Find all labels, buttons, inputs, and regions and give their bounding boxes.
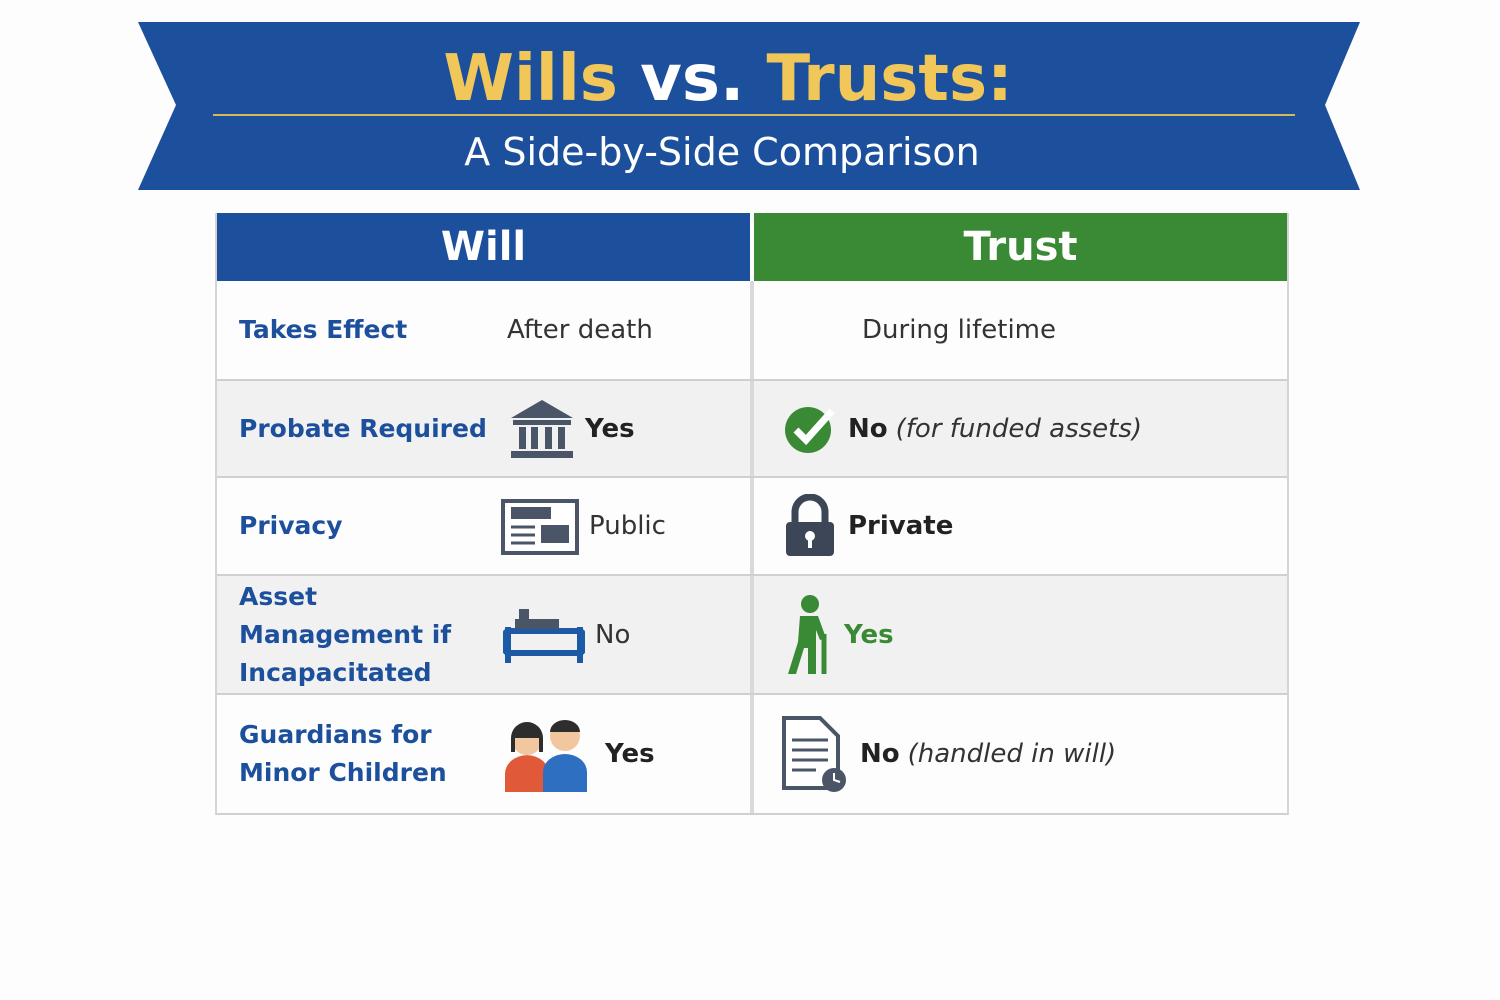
row-label: Probate Required xyxy=(239,413,487,443)
value-note: (for funded assets) xyxy=(895,413,1143,444)
row-label: Asset Management if Incapacitated xyxy=(239,581,452,687)
value: During lifetime xyxy=(862,315,1056,345)
value-text: No xyxy=(848,413,888,444)
bed-icon xyxy=(503,608,585,663)
value: No (handled in will) xyxy=(780,714,1116,794)
table-row: Guardians for Minor Children Yes No (hand… xyxy=(217,695,1287,815)
column-header: Will xyxy=(217,213,750,281)
title-part: vs. xyxy=(640,42,744,116)
cell: Asset Management if Incapacitated No xyxy=(217,576,754,693)
check-icon xyxy=(785,406,835,453)
row-label: Guardians for Minor Children xyxy=(239,720,447,787)
subtitle: A Side-by-Side Comparison xyxy=(464,130,979,174)
column-header: Trust xyxy=(754,213,1287,281)
cell: Takes Effect After death xyxy=(217,281,754,379)
lock-icon xyxy=(786,494,834,556)
value-text: After death xyxy=(507,315,653,345)
value-text: Yes xyxy=(605,739,655,769)
cell: Guardians for Minor Children Yes xyxy=(217,695,754,813)
value-text: No xyxy=(595,619,631,650)
banner: Wills vs. Trusts: A Side-by-Side Compari… xyxy=(138,22,1360,190)
cell: Privacy Public xyxy=(217,478,754,574)
value-text: No xyxy=(860,739,900,769)
cell: Yes xyxy=(754,576,1287,693)
value: Private xyxy=(782,494,953,558)
table-row: Takes Effect After death During lifetime xyxy=(217,281,1287,381)
value: No xyxy=(503,605,630,665)
title-part: Trusts: xyxy=(767,42,1013,116)
table-row: Asset Management if Incapacitated No Yes xyxy=(217,576,1287,695)
value: Public xyxy=(501,497,666,555)
value: After death xyxy=(507,315,653,345)
value: No (for funded assets) xyxy=(782,403,1142,455)
comparison-table: Will Trust Takes Effect After death Duri… xyxy=(215,213,1289,815)
table-header: Will Trust xyxy=(217,213,1287,281)
value: Yes xyxy=(499,714,655,794)
value-text: Public xyxy=(589,511,666,541)
ribbon xyxy=(138,22,1360,190)
title-part: Wills xyxy=(443,42,618,116)
table-row: Privacy Public Private xyxy=(217,478,1287,576)
value-text: Yes xyxy=(844,619,894,650)
value-text: During lifetime xyxy=(862,315,1056,345)
cell: Private xyxy=(754,478,1287,574)
cell: No (handled in will) xyxy=(754,695,1287,813)
newspaper-icon xyxy=(501,499,579,555)
table-row: Probate Required Yes No (for funded asset… xyxy=(217,381,1287,478)
cell: During lifetime xyxy=(754,281,1287,379)
cell: Probate Required Yes xyxy=(217,381,754,476)
family-icon xyxy=(505,720,587,792)
elder-icon xyxy=(788,594,827,674)
row-label: Takes Effect xyxy=(239,315,408,344)
bank-icon xyxy=(511,399,573,458)
value-text: Private xyxy=(848,511,954,541)
row-label: Privacy xyxy=(239,511,343,540)
value-note: (handled in will) xyxy=(907,739,1117,769)
document-icon xyxy=(782,716,846,792)
title: Wills vs. Trusts: xyxy=(443,42,1012,116)
value: Yes xyxy=(778,594,894,676)
value-text: Yes xyxy=(585,413,635,444)
value: Yes xyxy=(509,398,635,460)
cell: No (for funded assets) xyxy=(754,381,1287,476)
